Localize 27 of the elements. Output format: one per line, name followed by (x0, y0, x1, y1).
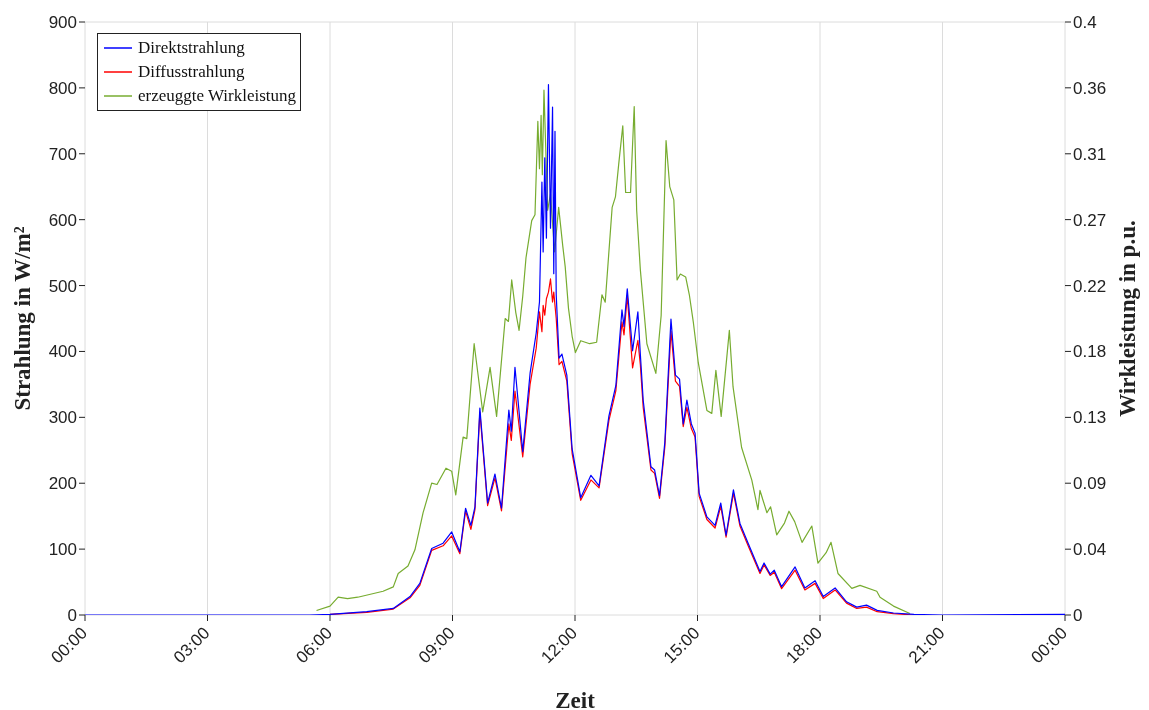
y2-tick-label: 0.36 (1073, 78, 1107, 98)
y2-tick-label: 0.09 (1073, 474, 1107, 494)
y2-tick-label: 0.4 (1073, 13, 1097, 33)
y2-tick-label: 0.13 (1073, 408, 1107, 428)
y-tick-label: 400 (48, 342, 77, 362)
x-axis-title: Zeit (555, 688, 596, 710)
y2-tick-label: 0.04 (1073, 540, 1107, 560)
legend-label: erzeuggte Wirkleistung (138, 85, 297, 107)
y2-tick-label: 0.31 (1073, 144, 1107, 164)
line-series (315, 89, 911, 615)
y-tick-label: 200 (48, 474, 77, 494)
y-tick-label: 900 (48, 13, 77, 33)
y2-tick-label: 0.27 (1073, 210, 1107, 230)
y-tick-label: 800 (48, 78, 77, 98)
y2-tick-label: 0 (1073, 606, 1083, 626)
y-tick-label: 500 (48, 276, 77, 296)
y-tick-label: 0 (67, 606, 77, 626)
y-tick-label: 700 (48, 144, 77, 164)
y2-tick-label: 0.18 (1073, 342, 1107, 362)
y-tick-label: 300 (48, 408, 77, 428)
y-tick-label: 600 (48, 210, 77, 230)
y-axis-title: Strahlung in W/m² (10, 226, 36, 411)
y-tick-label: 100 (48, 540, 77, 560)
legend-label: Direktstrahlung (138, 37, 245, 59)
y2-tick-label: 0.22 (1073, 276, 1107, 296)
legend-label: Diffusstrahlung (138, 61, 245, 83)
y2-axis-title: Wirkleistung in p.u. (1115, 220, 1141, 417)
